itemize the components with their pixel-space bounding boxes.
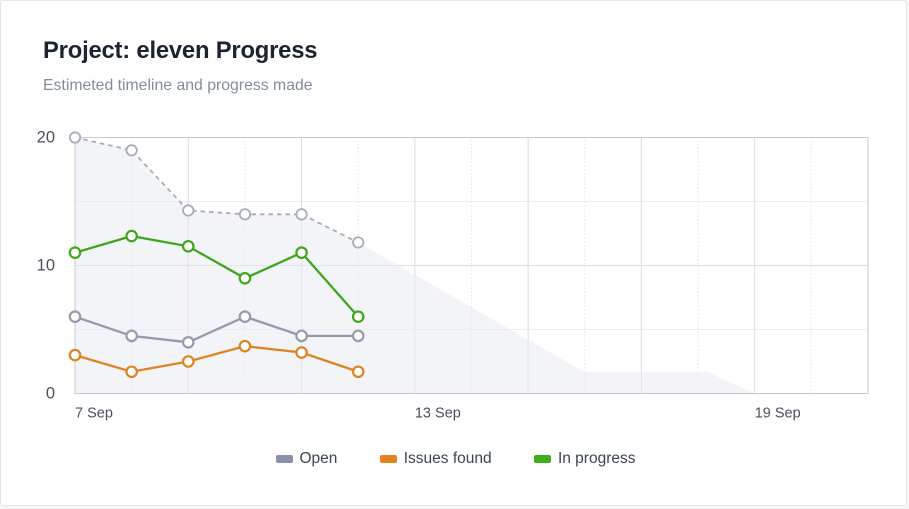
- svg-text:19 Sep: 19 Sep: [755, 406, 801, 422]
- svg-text:20: 20: [37, 129, 55, 147]
- svg-text:0: 0: [46, 385, 55, 403]
- svg-text:10: 10: [37, 257, 55, 275]
- svg-text:13 Sep: 13 Sep: [415, 406, 461, 422]
- svg-text:7 Sep: 7 Sep: [75, 406, 113, 422]
